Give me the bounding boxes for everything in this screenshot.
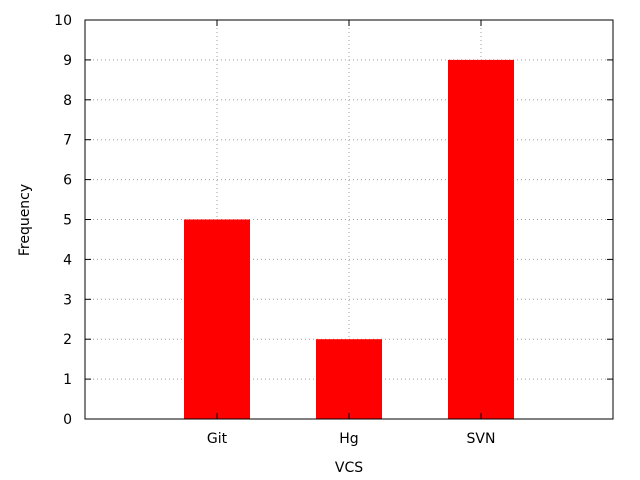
- y-tick-label: 10: [54, 13, 72, 29]
- y-axis-ticks: 0 1 2 3 4 5 6 7 8 9 10: [54, 13, 613, 428]
- bars: [184, 59, 514, 420]
- y-tick-label: 8: [63, 93, 72, 109]
- x-axis-label: VCS: [335, 460, 363, 476]
- bar-hg: [316, 339, 382, 419]
- y-tick-label: 2: [63, 332, 72, 348]
- bar-svn: [448, 59, 514, 420]
- x-tick-label: Git: [207, 431, 228, 447]
- y-axis-label: Frequency: [17, 184, 33, 256]
- x-axis-ticks: Git Hg SVN: [207, 20, 496, 447]
- y-tick-label: 0: [63, 412, 72, 428]
- x-tick-label: SVN: [467, 431, 496, 447]
- y-tick-label: 6: [63, 173, 72, 189]
- y-tick-label: 3: [63, 292, 72, 308]
- y-tick-label: 1: [63, 372, 72, 388]
- bar-git: [184, 219, 250, 419]
- y-tick-label: 4: [63, 252, 72, 268]
- x-tick-label: Hg: [339, 431, 358, 447]
- y-tick-label: 7: [63, 133, 72, 149]
- y-tick-label: 5: [63, 213, 72, 229]
- y-tick-label: 9: [63, 53, 72, 69]
